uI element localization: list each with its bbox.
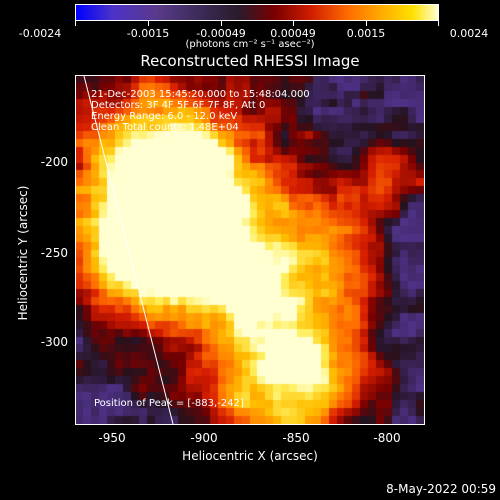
limb-line [83,76,174,424]
colorbar [75,4,439,21]
x-axis-label: Heliocentric X (arcsec) [182,449,318,463]
y-axis-label: Heliocentric Y (arcsec) [16,185,30,321]
x-tick-label: -850 [282,431,310,445]
y-tick-label: -200 [40,155,68,169]
colorbar-tick [366,21,367,26]
reconstructed-image [76,76,424,424]
colorbar-label: 0.0015 [346,27,386,40]
y-tick-label: -300 [40,335,68,349]
colorbar-label: 0.00049 [270,27,316,40]
colorbar-label: 0.0024 [449,27,489,40]
colorbar-tick [438,21,439,26]
colorbar-label: -0.00049 [196,27,246,40]
info-energy-range: Energy Range: 6.0 - 12.0 keV [91,111,238,122]
info-time-range: 21-Dec-2003 15:45:20.000 to 15:48:04.000 [91,89,310,100]
colorbar-tick [293,21,294,26]
colorbar-units: (photons cm⁻² s⁻¹ asec⁻²) [185,39,315,50]
colorbar-tick [75,21,76,26]
y-tick-label: -250 [40,246,68,260]
x-tick-label: -950 [98,431,126,445]
image-title: Reconstructed RHESSI Image [140,52,360,70]
colorbar-label: -0.0015 [126,27,170,40]
solar-image-plot[interactable]: 21-Dec-2003 15:45:20.000 to 15:48:04.000… [75,75,425,425]
timestamp: 8-May-2022 00:59 [386,482,496,496]
colorbar-label: -0.0024 [18,27,62,40]
info-peak-position: Position of Peak = [-883,-242] [94,398,244,409]
colorbar-tick [148,21,149,26]
x-tick-label: -900 [190,431,218,445]
x-tick-label: -800 [373,431,401,445]
info-detectors: Detectors: 3F 4F 5F 6F 7F 8F, Att 0 [91,100,266,111]
info-clean-counts: Clean Total counts: 1.48E+04 [91,122,239,133]
colorbar-tick [221,21,222,26]
